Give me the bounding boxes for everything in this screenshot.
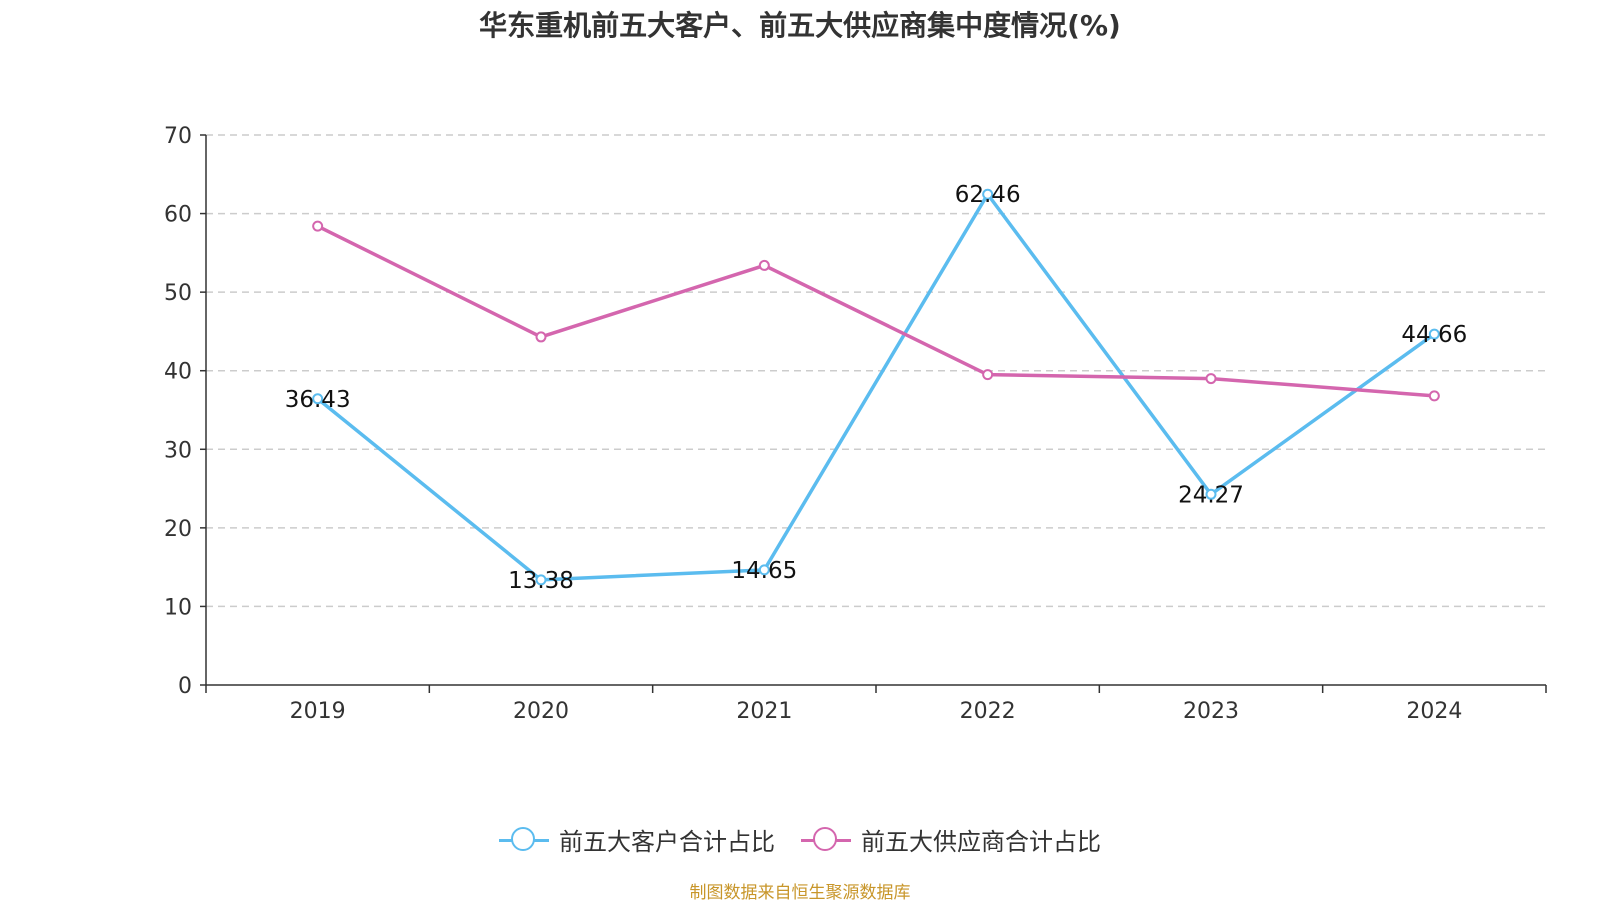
point-series0-2023 xyxy=(1205,488,1217,500)
data-label-2019: 36.43 xyxy=(285,387,351,413)
series-line-0 xyxy=(316,192,1436,582)
point-series1-2019 xyxy=(312,220,324,232)
y-tick-label-20: 20 xyxy=(164,517,192,542)
data-label-2023: 24.27 xyxy=(1178,482,1244,508)
legend-label-customer: 前五大客户合计占比 xyxy=(559,828,775,856)
point-series1-2023 xyxy=(1205,373,1217,385)
legend-swatch-supplier xyxy=(801,826,851,853)
y-tick-label-0: 0 xyxy=(178,674,192,699)
legend-swatch-customer xyxy=(499,826,549,853)
y-tick-label-10: 10 xyxy=(164,595,192,620)
point-series0-2019 xyxy=(312,393,324,405)
x-tick-label-2022: 2022 xyxy=(960,699,1016,724)
legend: 前五大客户合计占比 前五大供应商合计占比 xyxy=(0,822,1600,857)
data-label-2020: 13.38 xyxy=(508,568,574,594)
data-label-2022: 62.46 xyxy=(955,182,1021,208)
source-note: 制图数据来自恒生聚源数据库 xyxy=(689,883,911,903)
y-tick-label-50: 50 xyxy=(164,281,192,306)
x-tick-label-2020: 2020 xyxy=(513,699,569,724)
data-label-2024: 44.66 xyxy=(1401,322,1467,348)
point-series1-2020 xyxy=(535,331,547,343)
y-tick-label-40: 40 xyxy=(164,360,192,385)
legend-item-customer[interactable]: 前五大客户合计占比 xyxy=(499,822,775,857)
y-tick-label-30: 30 xyxy=(164,438,192,463)
point-series0-2022 xyxy=(982,188,994,200)
series-line-1 xyxy=(316,224,1435,398)
x-tick-label-2021: 2021 xyxy=(736,699,792,724)
point-series1-2021 xyxy=(758,259,770,271)
legend-label-supplier: 前五大供应商合计占比 xyxy=(861,828,1101,856)
chart-title: 华东重机前五大客户、前五大供应商集中度情况(%) xyxy=(479,9,1121,42)
point-series0-2020 xyxy=(535,574,547,586)
x-tick-label-2023: 2023 xyxy=(1183,699,1239,724)
data-label-2021: 14.65 xyxy=(731,558,797,584)
x-tick-label-2024: 2024 xyxy=(1406,699,1462,724)
point-series1-2022 xyxy=(982,369,994,381)
x-tick-label-2019: 2019 xyxy=(290,699,346,724)
legend-item-supplier[interactable]: 前五大供应商合计占比 xyxy=(801,822,1101,857)
y-tick-label-70: 70 xyxy=(164,124,192,149)
point-series1-2024 xyxy=(1428,390,1440,402)
point-series0-2021 xyxy=(758,564,770,576)
y-tick-label-60: 60 xyxy=(164,203,192,228)
point-series0-2024 xyxy=(1428,328,1440,340)
